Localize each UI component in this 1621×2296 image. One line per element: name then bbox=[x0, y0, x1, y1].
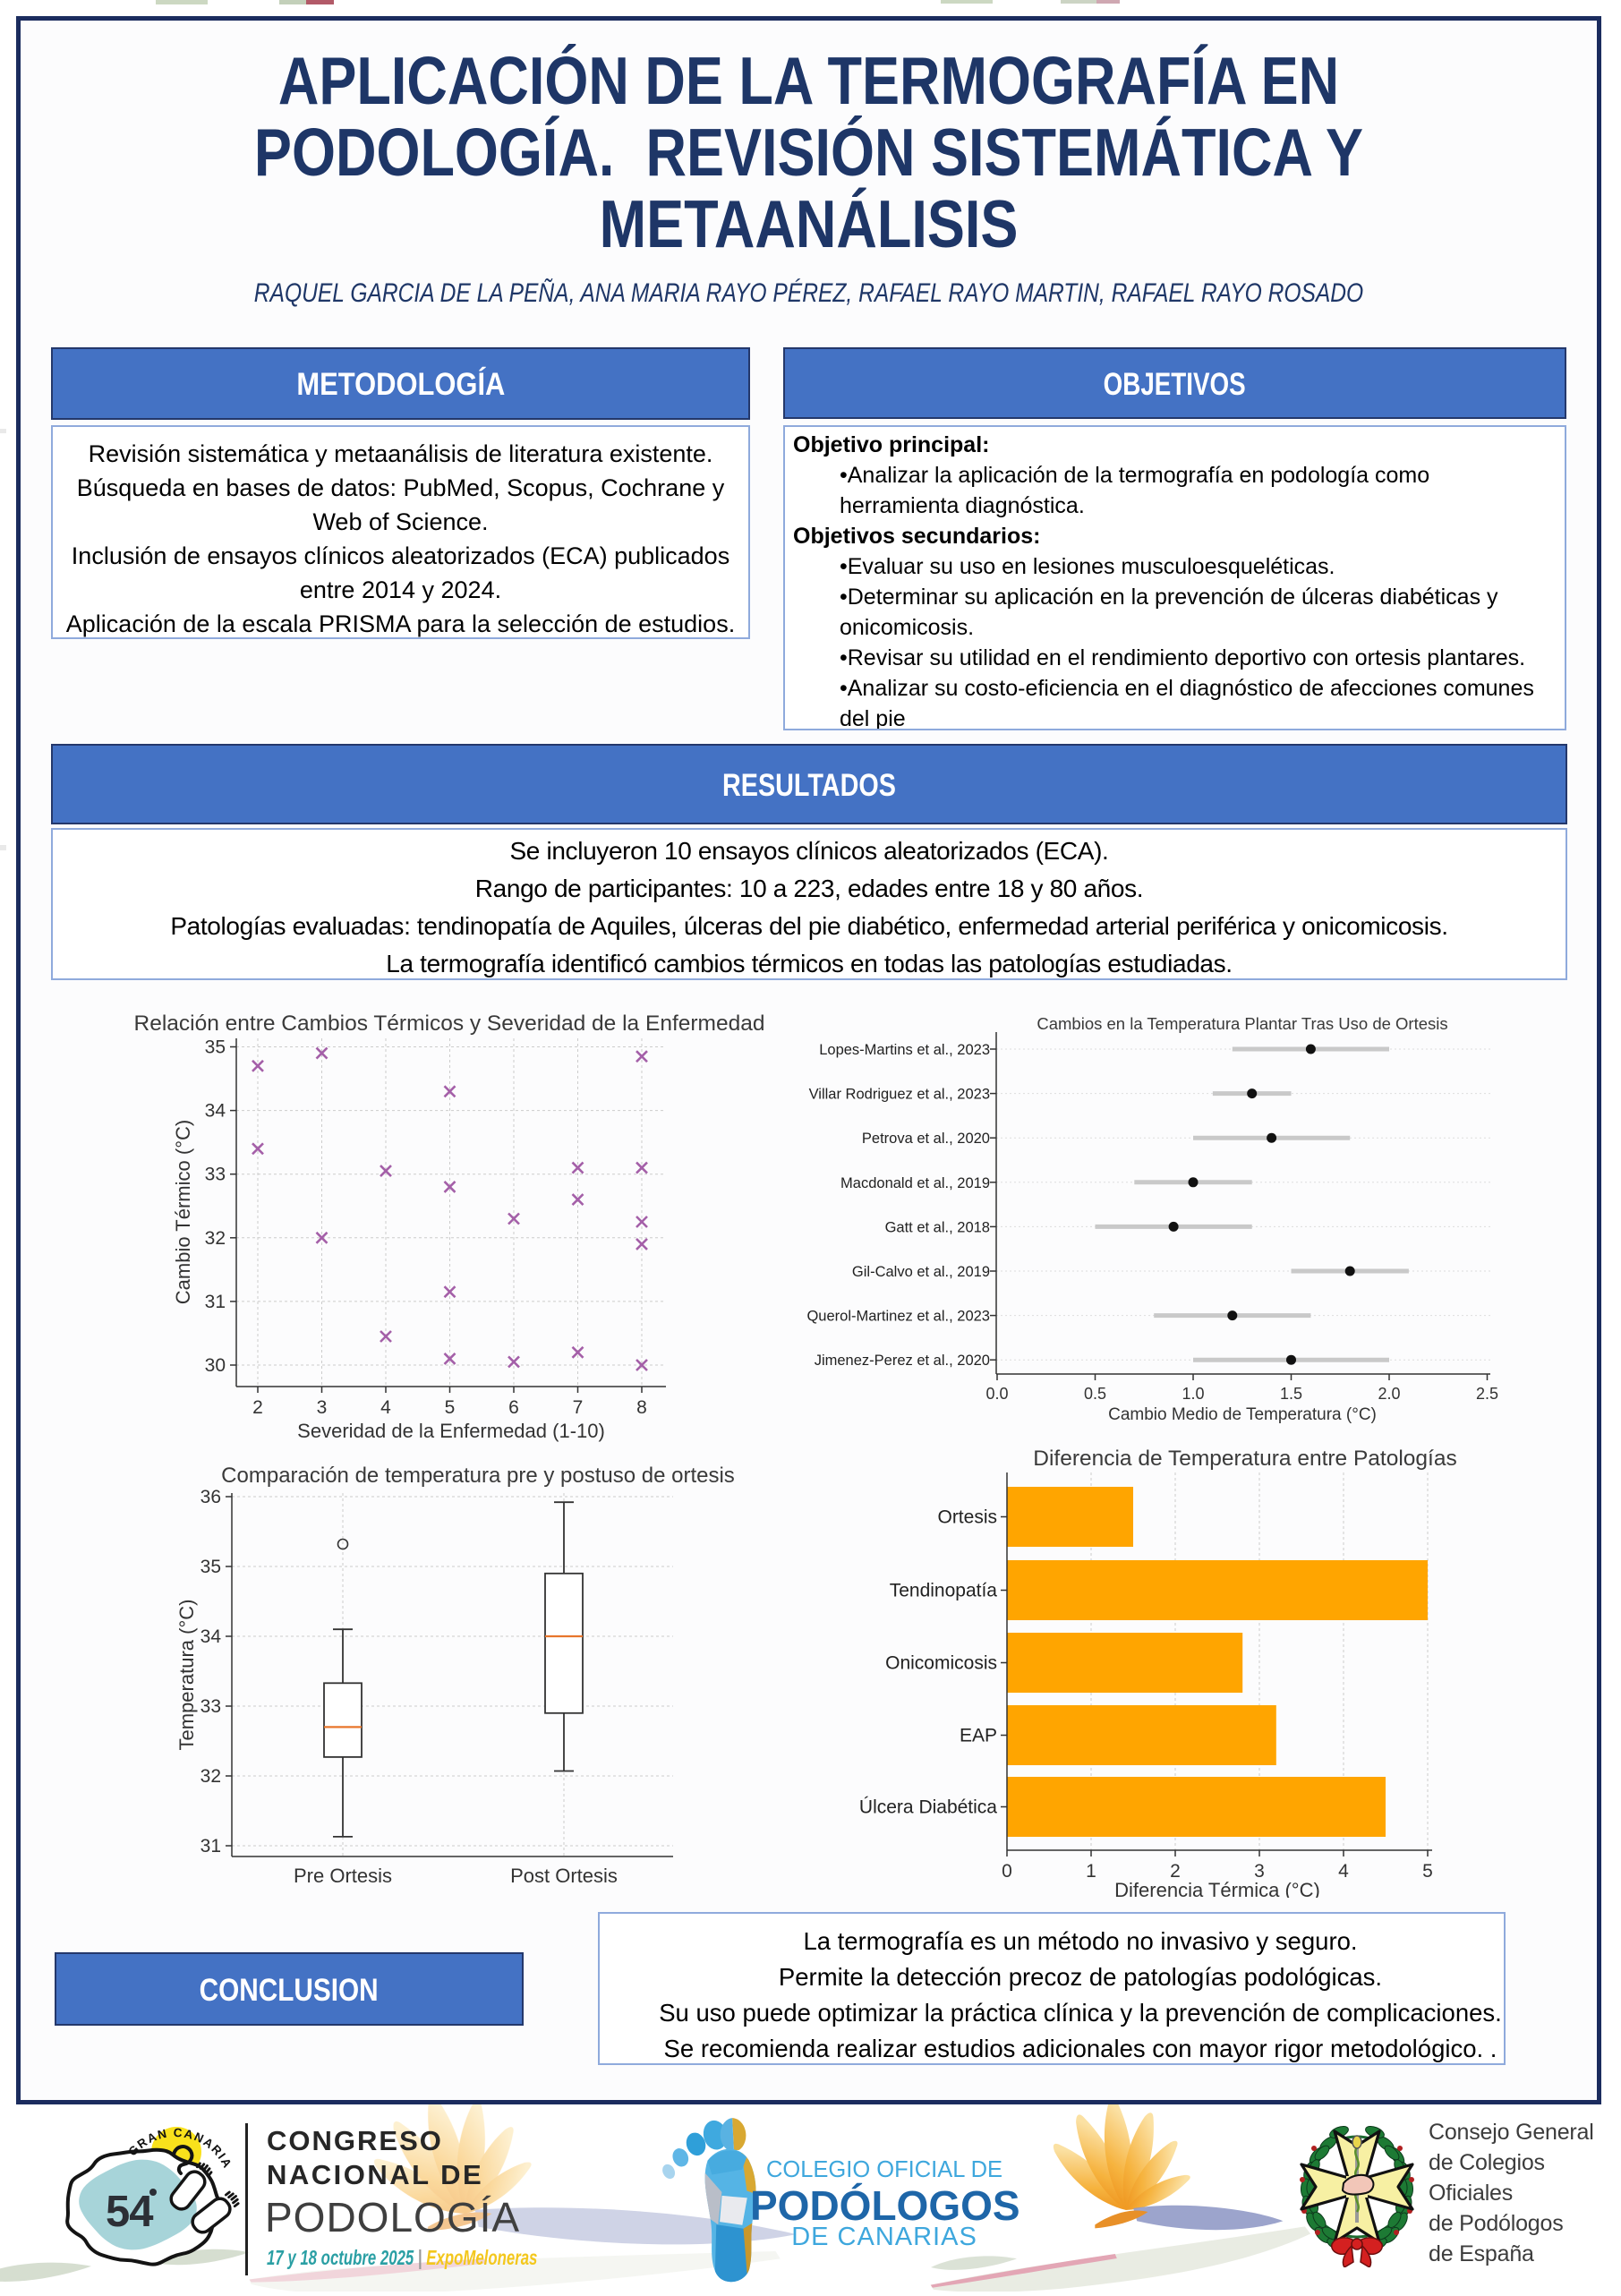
svg-text:1.5: 1.5 bbox=[1280, 1385, 1302, 1403]
svg-text:Cambio Térmico (°C): Cambio Térmico (°C) bbox=[172, 1120, 194, 1304]
svg-text:1: 1 bbox=[1086, 1861, 1096, 1882]
svg-text:Tendinopatía: Tendinopatía bbox=[890, 1581, 998, 1601]
svg-text:1.0: 1.0 bbox=[1182, 1385, 1204, 1403]
svg-text:Cambio Medio de Temperatura (°: Cambio Medio de Temperatura (°C) bbox=[1108, 1405, 1377, 1424]
svg-text:30: 30 bbox=[205, 1355, 226, 1376]
svg-text:2.0: 2.0 bbox=[1378, 1385, 1400, 1403]
svg-text:31: 31 bbox=[205, 1292, 226, 1312]
svg-text:Cambios en la Temperatura Plan: Cambios en la Temperatura Plantar Tras U… bbox=[1037, 1014, 1447, 1033]
svg-text:0.0: 0.0 bbox=[985, 1385, 1008, 1403]
svg-text:2.5: 2.5 bbox=[1476, 1385, 1498, 1403]
svg-text:32: 32 bbox=[200, 1766, 221, 1787]
svg-text:Macdonald et al., 2019: Macdonald et al., 2019 bbox=[840, 1175, 990, 1191]
svg-text:Úlcera Diabética: Úlcera Diabética bbox=[859, 1797, 997, 1818]
svg-text:34: 34 bbox=[200, 1626, 222, 1647]
svg-text:32: 32 bbox=[205, 1228, 226, 1249]
svg-text:2: 2 bbox=[1170, 1861, 1181, 1882]
svg-text:2: 2 bbox=[252, 1397, 263, 1418]
svg-text:5: 5 bbox=[445, 1397, 456, 1418]
svg-text:Comparación de temperatura pre: Comparación de temperatura pre y postuso… bbox=[221, 1464, 735, 1488]
svg-text:Temperatura (°C): Temperatura (°C) bbox=[175, 1600, 198, 1751]
svg-text:7: 7 bbox=[573, 1397, 584, 1418]
svg-text:0.5: 0.5 bbox=[1084, 1385, 1106, 1403]
svg-text:31: 31 bbox=[200, 1836, 221, 1856]
svg-text:33: 33 bbox=[200, 1696, 221, 1717]
svg-text:Petrova et al., 2020: Petrova et al., 2020 bbox=[862, 1131, 990, 1147]
svg-text:Severidad de la Enfermedad (1-: Severidad de la Enfermedad (1-10) bbox=[297, 1420, 605, 1442]
svg-text:EAP: EAP bbox=[960, 1726, 997, 1746]
svg-text:Pre Ortesis: Pre Ortesis bbox=[294, 1865, 392, 1887]
svg-text:Lopes-Martins et al., 2023: Lopes-Martins et al., 2023 bbox=[819, 1042, 990, 1058]
svg-text:5: 5 bbox=[1422, 1861, 1433, 1882]
svg-text:4: 4 bbox=[1338, 1861, 1349, 1882]
svg-text:33: 33 bbox=[205, 1165, 226, 1185]
svg-text:4: 4 bbox=[380, 1397, 391, 1418]
svg-text:34: 34 bbox=[205, 1101, 226, 1122]
svg-text:Ortesis: Ortesis bbox=[937, 1507, 997, 1528]
svg-text:0: 0 bbox=[1002, 1861, 1012, 1882]
svg-text:Diferencia Térmica (°C): Diferencia Térmica (°C) bbox=[1114, 1879, 1320, 1898]
svg-text:Relación entre Cambios Térmico: Relación entre Cambios Térmicos y Severi… bbox=[134, 1011, 765, 1036]
svg-text:Jimenez-Perez et al., 2020: Jimenez-Perez et al., 2020 bbox=[815, 1353, 990, 1369]
svg-text:Post Ortesis: Post Ortesis bbox=[510, 1865, 618, 1887]
svg-text:8: 8 bbox=[636, 1397, 647, 1418]
svg-text:6: 6 bbox=[508, 1397, 519, 1418]
svg-text:Querol-Martinez et al., 2023: Querol-Martinez et al., 2023 bbox=[806, 1309, 990, 1325]
svg-text:Onicomicosis: Onicomicosis bbox=[885, 1653, 997, 1674]
svg-text:Diferencia de Temperatura entr: Diferencia de Temperatura entre Patologí… bbox=[1033, 1447, 1457, 1471]
svg-text:35: 35 bbox=[205, 1037, 226, 1058]
svg-text:54: 54 bbox=[106, 2188, 153, 2236]
svg-text:3: 3 bbox=[1254, 1861, 1265, 1882]
svg-text:35: 35 bbox=[200, 1557, 221, 1577]
svg-text:Gil-Calvo et al., 2019: Gil-Calvo et al., 2019 bbox=[852, 1264, 990, 1280]
svg-text:Villar Rodriguez et al., 2023: Villar Rodriguez et al., 2023 bbox=[809, 1087, 990, 1103]
svg-text:Gatt et al., 2018: Gatt et al., 2018 bbox=[885, 1219, 990, 1235]
svg-text:3: 3 bbox=[317, 1397, 328, 1418]
svg-text:36: 36 bbox=[200, 1487, 221, 1507]
